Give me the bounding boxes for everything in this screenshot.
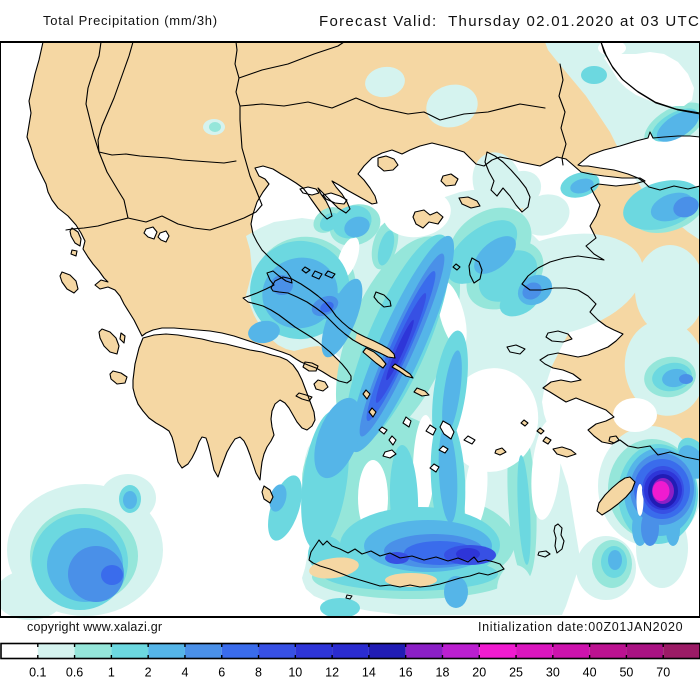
svg-text:4: 4 — [181, 666, 188, 680]
svg-text:8: 8 — [255, 666, 262, 680]
svg-text:2: 2 — [145, 666, 152, 680]
svg-text:70: 70 — [656, 666, 670, 680]
svg-text:20: 20 — [472, 666, 486, 680]
svg-text:6: 6 — [218, 666, 225, 680]
svg-text:10: 10 — [288, 666, 302, 680]
svg-text:14: 14 — [362, 666, 376, 680]
svg-text:25: 25 — [509, 666, 523, 680]
svg-text:16: 16 — [399, 666, 413, 680]
svg-text:0.6: 0.6 — [66, 666, 83, 680]
svg-text:50: 50 — [619, 666, 633, 680]
svg-text:0.1: 0.1 — [29, 666, 46, 680]
svg-text:40: 40 — [583, 666, 597, 680]
svg-text:1: 1 — [108, 666, 115, 680]
svg-text:18: 18 — [436, 666, 450, 680]
svg-text:12: 12 — [325, 666, 339, 680]
svg-text:30: 30 — [546, 666, 560, 680]
